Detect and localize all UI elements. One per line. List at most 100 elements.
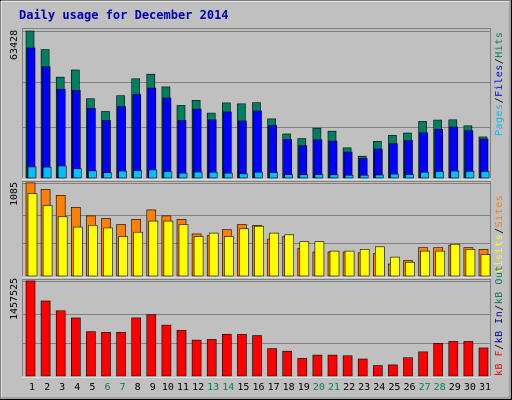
pages-bar [118, 170, 127, 179]
kbytes-bar [101, 332, 111, 377]
day-label: 21 [327, 382, 341, 393]
day-label: 23 [358, 382, 371, 393]
day-label: 29 [448, 382, 461, 393]
files-bar [177, 120, 187, 179]
day-label: 20 [312, 382, 325, 393]
pages-bar [450, 170, 460, 179]
day-label: 1 [28, 382, 36, 393]
visits-bar [390, 256, 400, 277]
day-label: 25 [388, 382, 401, 393]
pages-bar [420, 171, 429, 179]
visits-bar [405, 261, 415, 277]
day-label: 14 [222, 382, 235, 393]
kbytes-bar [267, 348, 277, 377]
visits-bar [163, 220, 174, 277]
files-bar [72, 90, 81, 179]
day-label: 11 [176, 382, 190, 393]
kbytes-bar [372, 365, 383, 377]
day-label: 31 [478, 382, 492, 393]
kbytes-bar [342, 355, 353, 377]
bottom-legend-item: kB Out [494, 265, 505, 305]
pages-bar [178, 172, 188, 179]
day-label: 24 [373, 382, 386, 393]
bottom-legend-item: / [494, 304, 505, 311]
files-bar [117, 106, 126, 179]
kbytes-legend: kB F/kB In/kB Out [494, 265, 505, 376]
visits-bar [148, 220, 159, 277]
visits-bar [73, 226, 83, 277]
day-label: 7 [119, 382, 126, 393]
pages-bar [359, 174, 369, 179]
pages-bar [269, 172, 278, 179]
visits-bar [254, 225, 264, 277]
visits-bar [208, 232, 219, 277]
files-bar [404, 140, 413, 179]
pages-bar [390, 173, 399, 179]
kbytes-bar [252, 335, 262, 377]
kbytes-bar [388, 364, 398, 377]
pages-bar [239, 173, 248, 179]
files-bar [102, 120, 111, 179]
kbytes-bar [206, 339, 217, 377]
pages-bar [88, 170, 97, 179]
visits-bar [314, 241, 325, 277]
day-label: 30 [463, 382, 476, 393]
visits-bar [239, 228, 249, 277]
pages-bar [405, 174, 414, 179]
pages-bar [344, 174, 354, 179]
files-bar [283, 139, 293, 179]
visits-bar [299, 241, 310, 277]
pages-bar [374, 174, 384, 179]
kbytes-bar [146, 314, 157, 377]
files-bar [328, 140, 338, 179]
files-bar [343, 151, 353, 179]
day-label: 12 [192, 382, 205, 393]
day-label: 18 [282, 382, 295, 393]
kbytes-bar [357, 358, 368, 377]
kbytes-bar [282, 350, 293, 377]
files-bar [373, 148, 383, 179]
kbytes-bar [40, 300, 51, 377]
top-legend-item: / [494, 96, 505, 104]
files-bar [449, 126, 459, 179]
middle-legend-item: Sites [494, 194, 505, 228]
visits-bar [374, 246, 385, 277]
bottom-legend-item: kB In [494, 310, 505, 344]
pages-bar [299, 174, 309, 179]
files-bar [207, 119, 217, 179]
pages-bar [42, 166, 52, 179]
files-bar [268, 125, 277, 179]
pages-bar [163, 171, 173, 179]
visits-bar [88, 225, 98, 277]
pages-bar [148, 169, 158, 179]
files-bar [253, 110, 262, 179]
kbytes-bar [71, 317, 81, 377]
pages-bar [435, 171, 445, 179]
bottom-legend-item: kB F [494, 349, 505, 376]
day-label: 15 [237, 382, 250, 393]
kbytes-bar [86, 331, 96, 377]
pages-bar [465, 170, 475, 179]
kbytes-bar [297, 358, 308, 377]
kbytes-bar [448, 341, 459, 377]
kbytes-bar [191, 339, 202, 377]
kbytes-bar [403, 357, 413, 377]
top-legend-item: Pages [494, 103, 505, 136]
visits-bar [178, 224, 189, 277]
pages-bar [57, 165, 67, 179]
bottom-legend-item: / [494, 343, 505, 350]
files-bar [56, 88, 66, 179]
day-label: 3 [59, 382, 66, 393]
day-label: 6 [104, 382, 111, 393]
visits-bar [450, 243, 461, 277]
files-bar [132, 94, 141, 179]
kbytes-bar [237, 333, 247, 377]
day-label: 22 [343, 382, 356, 393]
chart-title: Daily usage for December 2014 [19, 8, 229, 22]
kbytes-bar [327, 354, 338, 377]
kbytes-bar [55, 310, 66, 377]
visits-bar [42, 205, 53, 277]
files-bar [26, 47, 36, 179]
